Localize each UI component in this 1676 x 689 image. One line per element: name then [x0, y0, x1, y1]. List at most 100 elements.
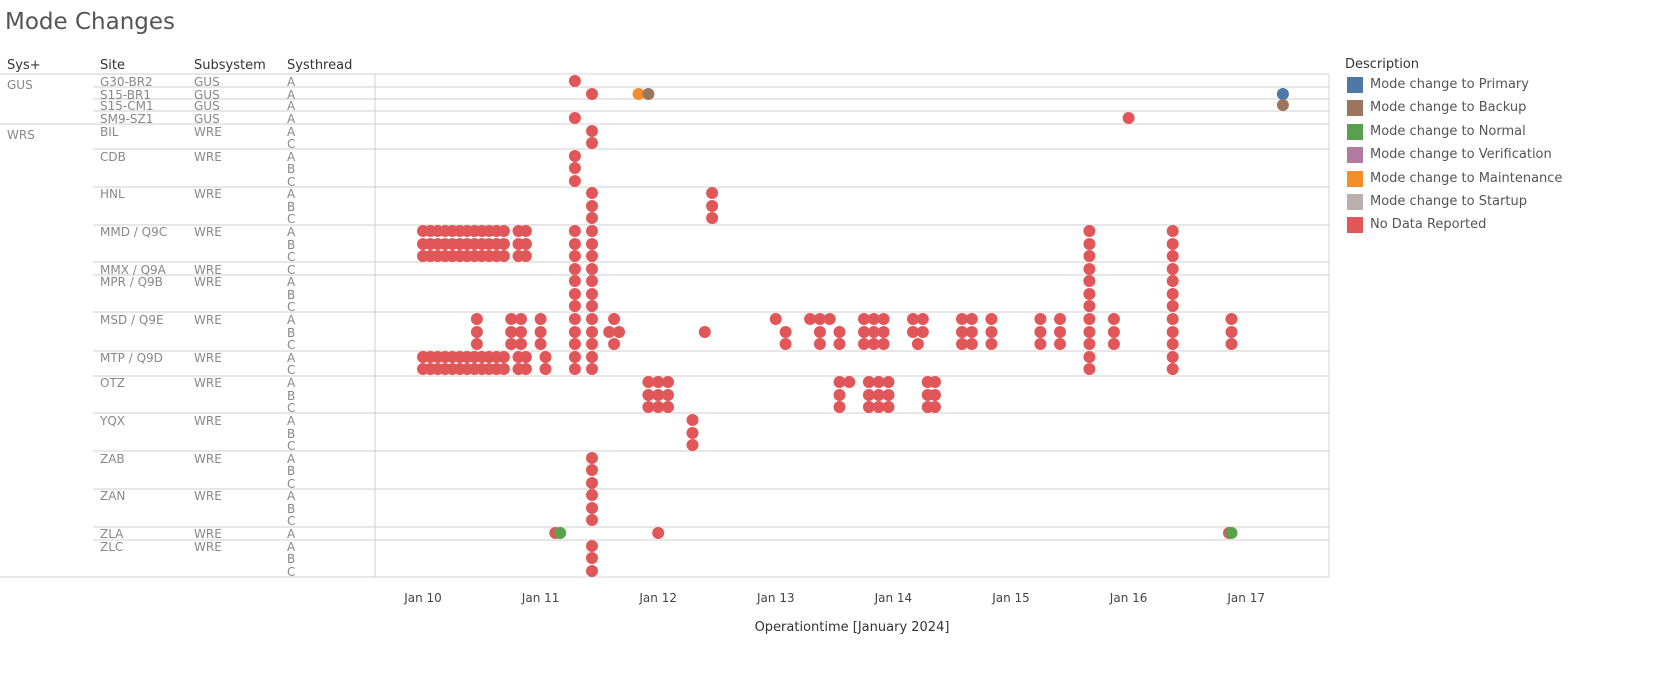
event-point [985, 338, 998, 350]
event-point [1166, 300, 1179, 312]
event-point [1083, 238, 1096, 250]
event-point [586, 187, 598, 199]
event-point [882, 376, 895, 388]
systhread-label: B [287, 464, 295, 478]
systhread-label: B [287, 288, 295, 302]
event-point [568, 313, 581, 325]
event-point [586, 338, 598, 350]
event-point [862, 401, 875, 413]
event-point [554, 527, 567, 539]
event-point [568, 338, 581, 350]
event-point [1083, 300, 1096, 312]
legend-item-primary[interactable]: Mode change to Primary [1347, 76, 1529, 93]
systhread-label: B [287, 162, 295, 176]
event-point [929, 401, 941, 413]
systhread-label: A [287, 414, 296, 428]
event-point [568, 75, 581, 87]
event-point [497, 250, 510, 262]
header-site: Site [100, 58, 125, 73]
event-point [568, 363, 581, 375]
event-point [1225, 527, 1238, 539]
event-point [686, 414, 699, 426]
event-point [497, 351, 510, 363]
event-point [652, 376, 665, 388]
x-tick-label: Jan 11 [521, 591, 560, 605]
event-point [867, 338, 880, 350]
event-point [586, 514, 598, 526]
event-point [833, 326, 846, 338]
legend-swatch-no-data [1347, 216, 1363, 233]
legend-swatch-backup [1347, 99, 1363, 116]
event-point [833, 338, 846, 350]
systhread-label: B [287, 552, 295, 566]
event-point [568, 351, 581, 363]
subsystem-label: GUS [194, 99, 220, 113]
systhread-label: C [287, 514, 295, 528]
event-point [534, 338, 547, 350]
event-point [1083, 250, 1096, 262]
event-point [686, 439, 699, 451]
systhread-label: B [287, 502, 295, 516]
legend-item-maintenance[interactable]: Mode change to Maintenance [1347, 170, 1562, 187]
subsystem-label: GUS [194, 75, 220, 89]
site-label: MMD / Q9C [100, 225, 167, 239]
systhread-label: C [287, 137, 295, 151]
systhread-label: A [287, 112, 296, 126]
event-point [568, 288, 581, 300]
systhread-label: C [287, 401, 295, 415]
event-point [586, 225, 598, 237]
site-label: MMX / Q9A [100, 263, 167, 277]
event-point [1166, 225, 1179, 237]
legend-swatch-primary [1347, 76, 1363, 93]
legend-label-maintenance: Mode change to Maintenance [1370, 171, 1563, 186]
event-point [586, 351, 598, 363]
event-point [1225, 338, 1238, 350]
subsystem-label: WRE [194, 125, 222, 139]
site-label: SM9-SZ1 [100, 112, 153, 126]
systhread-label: A [287, 540, 296, 554]
event-point [779, 326, 792, 338]
group-label: GUS [7, 78, 33, 92]
event-point [858, 338, 870, 350]
site-label: CDB [100, 150, 126, 164]
site-label: ZLC [100, 540, 123, 554]
page-title: Mode Changes [5, 9, 176, 35]
legend-item-verification[interactable]: Mode change to Verification [1347, 146, 1552, 163]
event-point [568, 263, 581, 275]
systhread-label: A [287, 527, 296, 541]
legend-label-startup: Mode change to Startup [1370, 194, 1527, 209]
event-point [608, 338, 621, 350]
event-point [662, 389, 674, 401]
event-point [1225, 326, 1238, 338]
legend-item-startup[interactable]: Mode change to Startup [1347, 193, 1527, 210]
systhread-label: B [287, 326, 295, 340]
event-point [907, 313, 919, 325]
event-point [916, 326, 929, 338]
event-point [929, 376, 941, 388]
event-point [519, 238, 532, 250]
event-point [586, 275, 598, 287]
event-point [586, 288, 598, 300]
legend-item-no-data[interactable]: No Data Reported [1347, 216, 1486, 233]
event-point [1107, 326, 1120, 338]
event-point [1083, 338, 1096, 350]
event-point [706, 212, 719, 224]
site-label: ZLA [100, 527, 124, 541]
event-point [568, 326, 581, 338]
event-point [813, 338, 826, 350]
systhread-label: A [287, 313, 296, 327]
legend-swatch-maintenance [1347, 170, 1363, 187]
event-point [706, 200, 719, 212]
legend-item-normal[interactable]: Mode change to Normal [1347, 123, 1526, 140]
group-label: WRS [7, 128, 35, 142]
event-point [505, 338, 518, 350]
systhread-label: B [287, 427, 295, 441]
systhread-label: A [287, 187, 296, 201]
site-label: MPR / Q9B [100, 275, 163, 289]
legend-item-backup[interactable]: Mode change to Backup [1347, 99, 1526, 116]
event-point [515, 338, 527, 350]
site-label: YQX [99, 414, 125, 428]
event-point [497, 225, 510, 237]
event-point [586, 313, 598, 325]
event-point [662, 376, 674, 388]
